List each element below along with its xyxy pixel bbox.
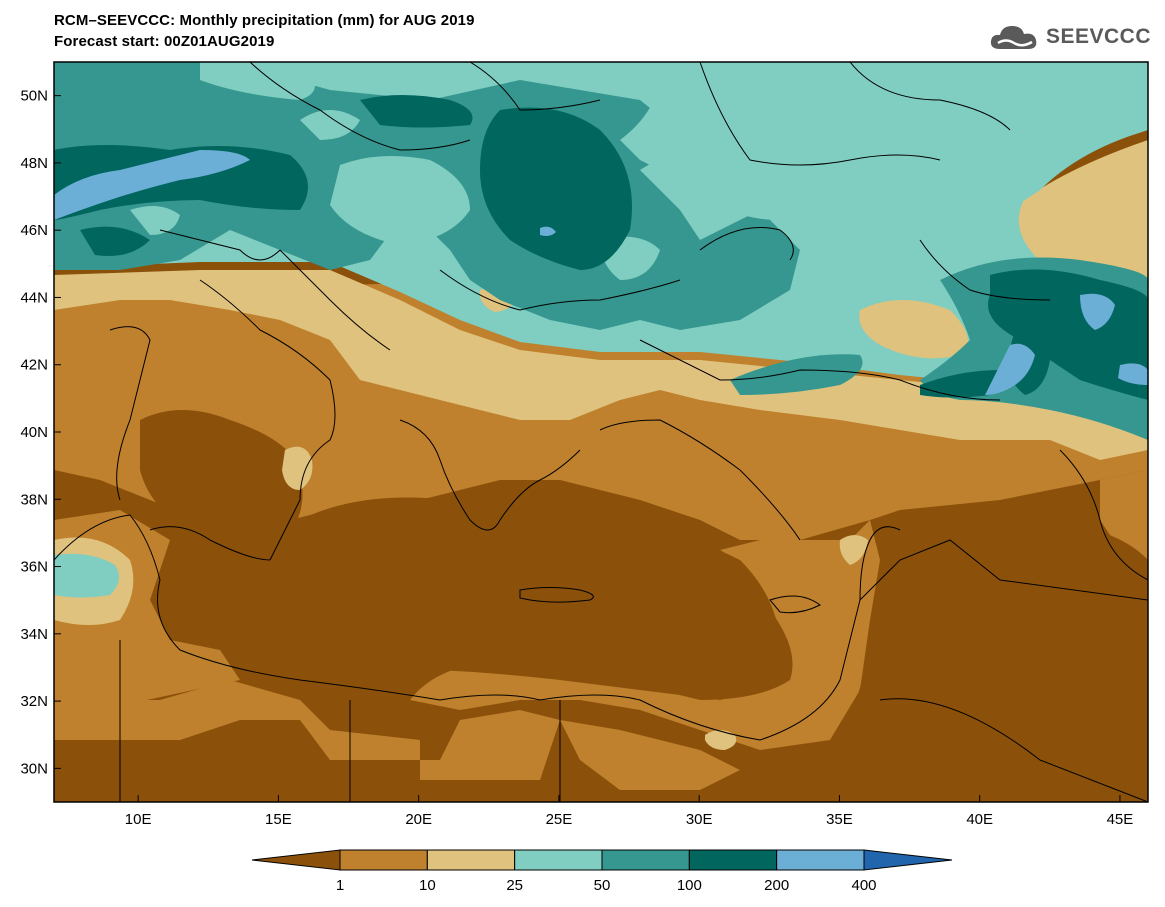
colorbar-segment: [601, 849, 690, 871]
lon-tick-label: 35E: [826, 811, 853, 828]
lon-tick-label: 20E: [405, 811, 432, 828]
lat-tick-label: 48N: [20, 155, 48, 172]
logo-text: SEEVCCC: [1045, 25, 1151, 48]
lat-tick-label: 50N: [20, 88, 48, 105]
colorbar-label: 25: [506, 877, 523, 894]
colorbar-segment: [688, 849, 778, 871]
lat-tick-label: 36N: [20, 559, 48, 576]
cloud-icon: [990, 26, 1037, 49]
lon-tick-label: 15E: [265, 811, 292, 828]
forecast-start-label: Forecast start: 00Z01AUG2019: [54, 33, 275, 50]
precipitation-field: [54, 62, 1148, 802]
colorbar: 1 10 25 50 100 200 400: [251, 849, 953, 894]
longitude-axis: 10E 15E 20E 25E 30E 35E 40E 45E: [125, 795, 1133, 828]
lon-tick-label: 30E: [686, 811, 713, 828]
lat-tick-label: 38N: [20, 491, 48, 508]
lat-tick-label: 30N: [20, 760, 48, 777]
lon-tick-label: 10E: [125, 811, 152, 828]
lon-tick-label: 25E: [546, 811, 573, 828]
lat-tick-label: 34N: [20, 626, 48, 643]
colorbar-segment: [776, 849, 865, 871]
lat-tick-label: 40N: [20, 424, 48, 441]
lon-tick-label: 45E: [1107, 811, 1134, 828]
coastlines: [54, 62, 1148, 802]
colorbar-segment: [339, 849, 428, 871]
colorbar-label: 100: [677, 877, 702, 894]
colorbar-label: 400: [851, 877, 876, 894]
lat-tick-label: 46N: [20, 222, 48, 239]
colorbar-segment: [514, 849, 603, 871]
lat-tick-label: 32N: [20, 693, 48, 710]
colorbar-label: 10: [419, 877, 436, 894]
colorbar-segment: [863, 849, 953, 871]
colorbar-segment: [251, 849, 341, 871]
latitude-axis: 30N 32N 34N 36N 38N 40N 42N 44N 46N 48N 50N: [20, 88, 61, 777]
seevccc-logo: SEEVCCC: [988, 20, 1151, 54]
colorbar-label: 200: [764, 877, 789, 894]
lat-tick-label: 44N: [20, 289, 48, 306]
colorbar-label: 50: [594, 877, 611, 894]
colorbar-label: 1: [336, 877, 344, 894]
lon-tick-label: 40E: [966, 811, 993, 828]
lat-tick-label: 42N: [20, 357, 48, 374]
colorbar-segment: [426, 849, 516, 871]
map-title: RCM–SEEVCCC: Monthly precipitation (mm) …: [54, 12, 475, 29]
